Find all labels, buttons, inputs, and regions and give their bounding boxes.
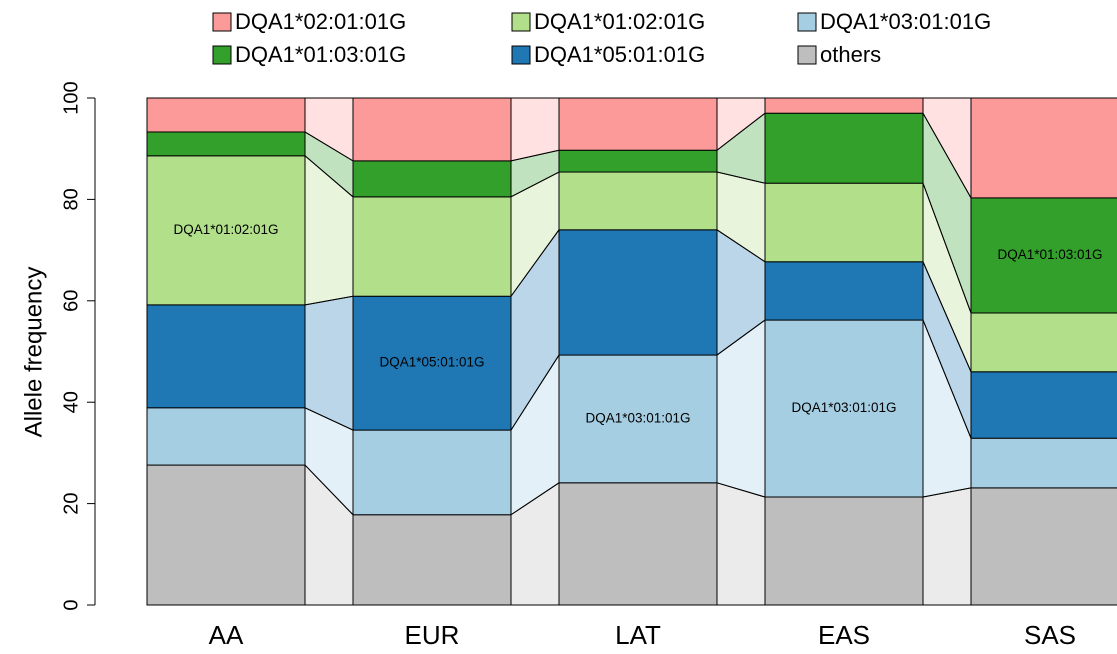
x-tick-label: LAT bbox=[615, 620, 661, 650]
bar-segment bbox=[970, 487, 1117, 606]
y-tick-label: 0 bbox=[60, 599, 82, 610]
bar-segment bbox=[352, 514, 512, 606]
legend-swatch bbox=[212, 45, 232, 65]
bar-segment bbox=[558, 354, 718, 484]
bar-segment bbox=[352, 295, 512, 431]
legend-label: DQA1*01:02:01G bbox=[534, 9, 705, 34]
bar-label: DQA1*03:01:01G bbox=[585, 410, 690, 425]
x-tick-label: SAS bbox=[1024, 620, 1076, 650]
legend-label: others bbox=[820, 42, 881, 67]
bar-label: DQA1*05:01:01G bbox=[379, 355, 484, 370]
bar-segment bbox=[352, 429, 512, 516]
y-tick-label: 40 bbox=[60, 391, 82, 413]
bar-label: DQA1*01:03:01G bbox=[997, 247, 1102, 262]
bar-segment bbox=[970, 371, 1117, 439]
bar-segment bbox=[970, 97, 1117, 199]
y-tick-label: 100 bbox=[60, 81, 82, 114]
bar-segment bbox=[558, 482, 718, 606]
bar-segment bbox=[764, 97, 924, 114]
flow-band bbox=[510, 97, 560, 162]
bar-segment bbox=[352, 160, 512, 198]
bar-segment bbox=[764, 112, 924, 184]
bar-segment bbox=[970, 437, 1117, 489]
legend-swatch bbox=[797, 12, 817, 32]
bar-segment bbox=[352, 97, 512, 162]
bar-label: DQA1*01:02:01G bbox=[173, 222, 278, 237]
legend-swatch bbox=[212, 12, 232, 32]
bar-label: DQA1*03:01:01G bbox=[791, 400, 896, 415]
flow-band bbox=[716, 482, 766, 606]
bar-segment bbox=[764, 319, 924, 498]
flow-band bbox=[922, 487, 972, 606]
y-axis-label: Allele frequency bbox=[20, 267, 47, 438]
bar-segment bbox=[146, 155, 306, 306]
x-tick-label: EUR bbox=[405, 620, 460, 650]
bar-segment bbox=[970, 312, 1117, 373]
bar-segment bbox=[558, 149, 718, 173]
legend-swatch bbox=[511, 12, 531, 32]
bar-segment bbox=[146, 407, 306, 466]
y-tick-label: 20 bbox=[60, 492, 82, 514]
legend-swatch bbox=[797, 45, 817, 65]
bar-segment bbox=[146, 131, 306, 157]
legend-label: DQA1*03:01:01G bbox=[820, 9, 991, 34]
bar-segment bbox=[146, 464, 306, 606]
flow-band bbox=[304, 295, 354, 431]
y-tick-label: 60 bbox=[60, 290, 82, 312]
bar-segment bbox=[558, 171, 718, 231]
y-tick-label: 80 bbox=[60, 188, 82, 210]
bar-segment bbox=[558, 97, 718, 151]
bar-segment bbox=[146, 304, 306, 409]
legend-label: DQA1*02:01:01G bbox=[235, 9, 406, 34]
bar-segment bbox=[764, 182, 924, 263]
legend-label: DQA1*05:01:01G bbox=[534, 42, 705, 67]
bar-segment bbox=[558, 229, 718, 356]
bar-segment bbox=[764, 496, 924, 606]
bar-segment bbox=[146, 97, 306, 133]
x-tick-label: AA bbox=[209, 620, 244, 650]
bar-segment bbox=[352, 196, 512, 297]
bar-segment bbox=[764, 261, 924, 321]
x-tick-label: EAS bbox=[818, 620, 870, 650]
legend-swatch bbox=[511, 45, 531, 65]
legend-label: DQA1*01:03:01G bbox=[235, 42, 406, 67]
